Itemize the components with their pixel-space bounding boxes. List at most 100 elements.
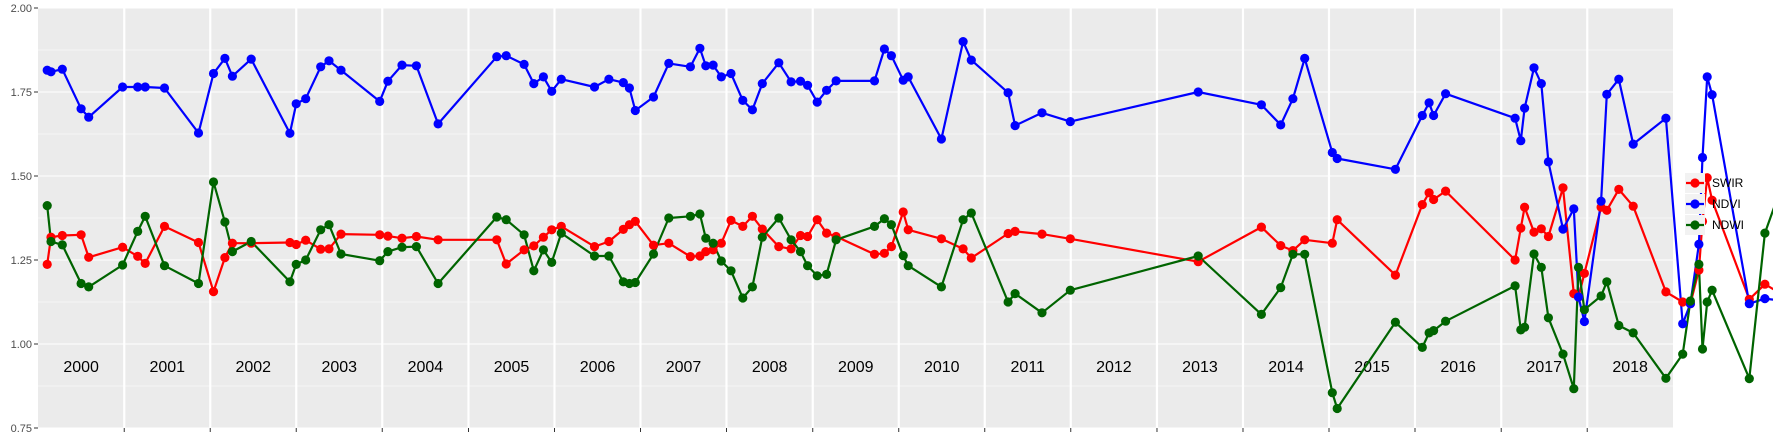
- swir-point: [1510, 255, 1520, 265]
- ndwi-point: [695, 209, 705, 219]
- ndvi-point: [1760, 294, 1770, 304]
- ndvi-point: [822, 85, 832, 95]
- ndwi-point: [898, 251, 908, 261]
- ndvi-point: [685, 62, 696, 72]
- ndwi-point: [1536, 262, 1546, 272]
- ndwi-point: [648, 249, 659, 259]
- ndwi-point: [1678, 349, 1688, 359]
- ndwi-point: [118, 260, 128, 270]
- swir-point: [1579, 268, 1589, 278]
- ndvi-point: [1441, 89, 1451, 99]
- swir-point: [383, 231, 393, 241]
- legend: SWIR NDVI NDWI: [1685, 173, 1744, 235]
- ndvi-point: [301, 94, 311, 104]
- ndvi-point: [46, 67, 56, 77]
- swir-point: [208, 287, 219, 297]
- ndwi-point: [685, 211, 696, 221]
- swir-point: [140, 258, 150, 268]
- ndwi-point: [1694, 259, 1704, 269]
- swir-point: [1327, 238, 1337, 248]
- year-label: 2008: [752, 359, 788, 376]
- swir-point: [316, 244, 326, 254]
- ndvi-point: [159, 83, 170, 93]
- swir-point: [903, 225, 913, 235]
- ndwi-point: [831, 235, 841, 245]
- ndvi-point: [375, 96, 385, 106]
- ndwi-point: [1417, 342, 1427, 352]
- ndwi-point: [1529, 249, 1539, 259]
- ndvi-point: [1678, 319, 1688, 329]
- y-tick-label: 1.75: [11, 87, 32, 99]
- ndvi-point: [879, 44, 890, 54]
- ndwi-point: [958, 215, 968, 225]
- ndwi-point: [556, 228, 566, 238]
- ndvi-point: [738, 95, 748, 105]
- ndwi-point: [397, 242, 407, 252]
- ndvi-point: [57, 64, 67, 74]
- swir-point: [1441, 186, 1451, 196]
- swir-point: [812, 215, 822, 225]
- ndvi-point: [1520, 103, 1530, 113]
- ndvi-point: [324, 56, 334, 66]
- ndvi-point: [246, 54, 256, 64]
- ndvi-point: [1602, 89, 1612, 99]
- year-label: 2003: [321, 359, 357, 376]
- ndvi-point: [1543, 157, 1553, 167]
- ndwi-point: [501, 215, 511, 225]
- swir-point: [786, 244, 796, 254]
- ndvi-point: [958, 37, 968, 47]
- swir-point: [547, 225, 557, 235]
- ndwi-point: [1520, 322, 1530, 332]
- ndvi-point: [1694, 239, 1704, 249]
- ndvi-point: [1003, 88, 1013, 98]
- ndwi-point: [1602, 277, 1612, 287]
- swir-point: [1429, 194, 1439, 205]
- swir-point: [1543, 231, 1553, 242]
- ndvi-point: [208, 68, 219, 79]
- ndvi-point: [84, 112, 94, 122]
- ndvi-point: [1417, 110, 1427, 121]
- ndwi-point: [708, 238, 718, 248]
- swir-point: [966, 253, 976, 263]
- swir-point: [747, 211, 758, 221]
- ndvi-point: [1288, 94, 1298, 104]
- ndwi-point: [1390, 317, 1400, 327]
- ndwi-point: [1193, 251, 1203, 261]
- ndwi-point: [1697, 344, 1708, 354]
- swir-point: [1558, 183, 1568, 193]
- grid-lines: [38, 7, 1673, 429]
- ndwi-point: [886, 220, 897, 230]
- ndwi-point: [1429, 326, 1439, 336]
- swir-point: [519, 245, 529, 255]
- swir-point: [630, 216, 640, 226]
- ndvi-point: [1276, 120, 1286, 130]
- ndwi-point: [519, 230, 529, 240]
- ndvi-point: [936, 134, 947, 144]
- ndvi-point: [695, 43, 705, 53]
- year-label: 2002: [235, 359, 271, 376]
- ndvi-point: [1300, 53, 1310, 64]
- ndvi-point: [774, 58, 784, 68]
- ndwi-point: [869, 221, 880, 231]
- ndwi-point: [1300, 249, 1310, 259]
- ndvi-point: [795, 76, 806, 86]
- swir-point: [529, 241, 539, 251]
- swir-point: [538, 232, 549, 242]
- ndvi-point: [589, 82, 600, 92]
- ndvi-point: [1037, 108, 1047, 118]
- ndvi-point: [1010, 121, 1020, 131]
- year-label: 2004: [408, 359, 444, 376]
- ndwi-point: [336, 249, 346, 259]
- swir-point: [708, 245, 718, 255]
- ndvi-point: [1529, 63, 1539, 73]
- swir-point: [716, 238, 726, 248]
- swir-point: [1614, 184, 1624, 194]
- ndwi-point: [1661, 373, 1671, 383]
- ndvi-point: [433, 119, 443, 129]
- ndvi-point: [1516, 136, 1526, 146]
- ndvi-point: [383, 76, 393, 86]
- swir-point: [1520, 202, 1530, 212]
- y-tick-label: 1.50: [11, 171, 32, 183]
- ndvi-legend-label: NDVI: [1712, 197, 1741, 211]
- ndwi-point: [738, 293, 748, 303]
